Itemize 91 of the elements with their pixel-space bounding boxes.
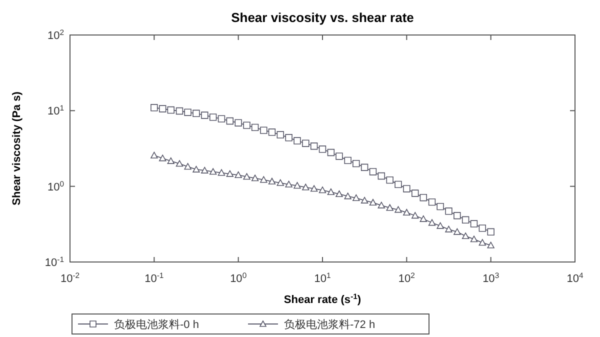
x-axis-title: Shear rate (s$^{-1}$) xyxy=(284,292,362,306)
point xyxy=(209,168,217,175)
point xyxy=(167,157,174,164)
point xyxy=(318,146,326,153)
point xyxy=(378,172,386,180)
point xyxy=(445,226,452,232)
point xyxy=(470,236,478,242)
point xyxy=(294,182,301,189)
point xyxy=(478,224,486,232)
point xyxy=(344,192,352,200)
point xyxy=(226,170,234,177)
point xyxy=(192,110,200,118)
point xyxy=(369,198,377,206)
point xyxy=(369,168,377,176)
point xyxy=(470,220,478,228)
point xyxy=(327,188,335,196)
point xyxy=(360,164,368,171)
point xyxy=(420,215,427,222)
point xyxy=(260,126,268,134)
x-tick-label: 10$^{3}$ xyxy=(482,270,500,285)
chart-title: Shear viscosity vs. shear rate xyxy=(231,10,414,25)
point xyxy=(327,148,335,156)
point xyxy=(176,160,184,167)
point xyxy=(251,124,259,132)
x-tick-label: 10$^{2}$ xyxy=(398,270,415,285)
point xyxy=(150,104,158,112)
point xyxy=(226,117,234,125)
point xyxy=(167,106,174,114)
x-tick-label: 10$^{4}$ xyxy=(566,270,584,285)
legend-label: 负极电池浆料-72 h xyxy=(284,318,376,331)
point xyxy=(436,202,444,210)
y-tick-label: 10$^{2}$ xyxy=(47,28,64,42)
point xyxy=(412,190,419,197)
point xyxy=(344,156,352,164)
point xyxy=(403,185,410,192)
point xyxy=(218,169,226,176)
legend-label: 负极电池浆料-0 h xyxy=(114,318,199,331)
x-tick-label: 10$^{-2}$ xyxy=(60,270,80,285)
point xyxy=(184,163,192,170)
point xyxy=(403,208,410,216)
point xyxy=(360,196,368,204)
point xyxy=(285,180,292,188)
point xyxy=(336,152,343,160)
point xyxy=(386,204,394,211)
point xyxy=(487,228,494,236)
point xyxy=(454,228,461,235)
point xyxy=(243,122,250,129)
point xyxy=(276,179,284,186)
point xyxy=(428,198,436,206)
point xyxy=(428,219,436,226)
x-tick-label: 10$^{-1}$ xyxy=(144,270,164,285)
point xyxy=(352,160,360,168)
point xyxy=(294,137,301,144)
point xyxy=(386,176,394,184)
y-tick-label: 10$^{0}$ xyxy=(47,178,64,194)
point xyxy=(218,115,226,122)
y-tick-label: 10$^{1}$ xyxy=(47,103,64,118)
point xyxy=(302,184,310,190)
point xyxy=(436,222,444,229)
x-tick-label: 10$^{1}$ xyxy=(314,270,331,285)
point xyxy=(285,134,292,142)
point xyxy=(420,194,427,202)
point xyxy=(276,131,284,138)
x-tick-label: 10$^{0}$ xyxy=(230,270,247,285)
y-tick-label: 10$^{-1}$ xyxy=(44,254,64,269)
point xyxy=(302,140,310,147)
point xyxy=(184,108,192,116)
point xyxy=(268,178,276,184)
point xyxy=(310,185,318,192)
point xyxy=(176,107,184,115)
point xyxy=(412,212,419,219)
point xyxy=(159,154,166,162)
point xyxy=(209,114,217,121)
point xyxy=(394,206,402,213)
point xyxy=(378,202,386,208)
point xyxy=(260,176,268,183)
point xyxy=(234,119,242,126)
point xyxy=(336,190,343,198)
y-axis-title: Shear viscosity (Pa s) xyxy=(11,91,23,206)
point xyxy=(394,180,402,188)
point xyxy=(251,174,259,182)
point xyxy=(478,239,486,246)
point xyxy=(445,208,452,215)
point xyxy=(159,105,166,112)
point xyxy=(310,142,318,150)
point xyxy=(318,186,326,194)
point xyxy=(462,216,470,224)
point xyxy=(201,112,208,119)
point xyxy=(454,212,461,220)
point xyxy=(268,128,276,136)
point xyxy=(243,173,250,180)
